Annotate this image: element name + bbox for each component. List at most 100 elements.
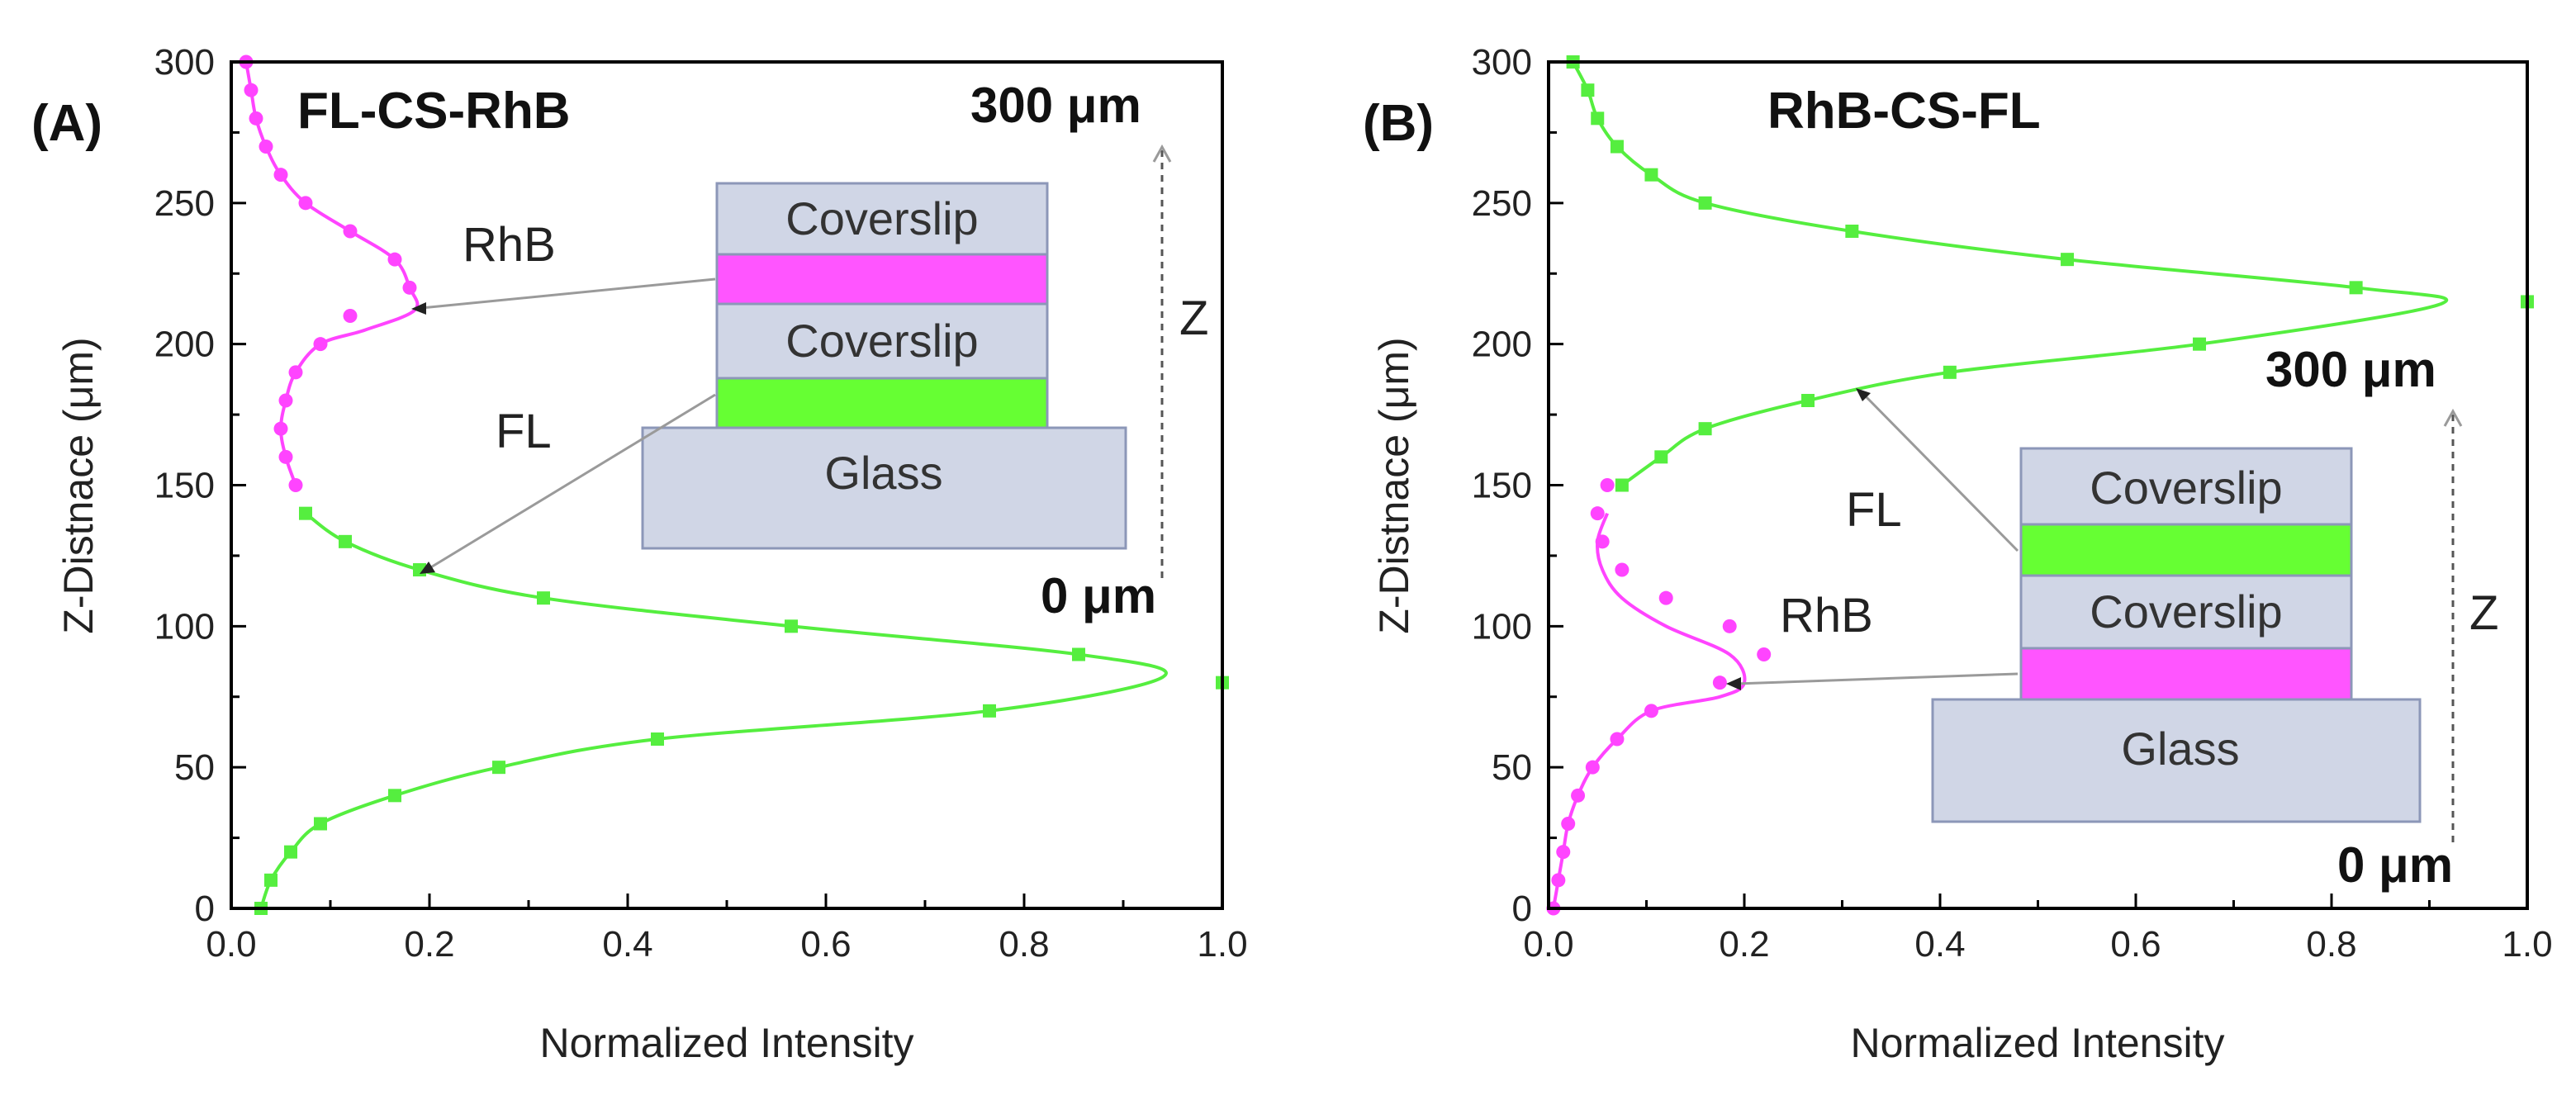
- panel-b-plot: [1546, 55, 2534, 916]
- panel-b-fl-point: [1581, 83, 1595, 97]
- panel-a-layer-coverslip-top: [715, 182, 1049, 256]
- panel-b-layer-glass: [1931, 698, 2422, 823]
- panel-a-x-tick-label: 1.0: [1197, 924, 1247, 965]
- panel-a-rhb-point: [343, 309, 358, 323]
- panel-b-fl-point: [1943, 365, 1957, 379]
- panel-b-fl-point: [2193, 337, 2207, 351]
- panel-b-y-tick-label: 50: [1492, 747, 1532, 788]
- panel-b-fl-point: [1698, 196, 1712, 210]
- panel-b-x-tick-label: 0.2: [1719, 924, 1769, 965]
- panel-a-rhb-label: RhB: [463, 218, 556, 272]
- panel-b-fl-point: [1615, 478, 1629, 492]
- panel-b-rhb-point: [1551, 873, 1566, 888]
- panel-b-fl-label: FL: [1846, 483, 1902, 537]
- panel-b: 0.0 0.2 0.4 0.6 0.8 1.0 0 50 100 150 200 250 300 Nor…: [1363, 42, 2553, 1066]
- panel-b-rhb-fit-line: [1551, 512, 1747, 909]
- panel-b-rhb-point: [1644, 704, 1658, 718]
- panel-a-title: FL-CS-RhB: [297, 83, 571, 140]
- panel-a-layer-rhb: [715, 253, 1049, 306]
- panel-b-x-axis-label: Normalized Intensity: [1851, 1020, 2225, 1066]
- panel-b-y-tick-label: 0: [1512, 889, 1532, 929]
- panel-b-y-tick-label: 200: [1472, 325, 1532, 365]
- panel-a-rhb-point: [273, 421, 288, 436]
- panel-a-z-label: Z: [1179, 292, 1208, 345]
- panel-a-rhb-point: [298, 196, 313, 211]
- panel-a-layer-coverslip-mid: [715, 302, 1049, 380]
- panel-a-ticks: 0.0 0.2 0.4 0.6 0.8 1.0 0 50 100 150 200 250 300: [154, 42, 1248, 965]
- panel-b-rhb-label: RhB: [1780, 589, 1873, 642]
- panel-b-y-tick-label: 100: [1472, 606, 1532, 647]
- panel-a-y-tick-label: 150: [154, 466, 215, 506]
- panel-b-fl-point: [1801, 394, 1815, 407]
- panel-a-rhb-point: [244, 83, 259, 97]
- panel-b-layer-glass-label: Glass: [2121, 723, 2239, 775]
- panel-b-letter: (B): [1363, 95, 1434, 152]
- panel-a-y-tick-label: 250: [154, 183, 215, 224]
- panel-b-title: RhB-CS-FL: [1767, 83, 2041, 140]
- panel-b-layer-inset: Coverslip Coverslip Glass: [1931, 447, 2422, 823]
- panel-b-x-tick-label: 0.0: [1523, 924, 1573, 965]
- panel-a-y-tick-label: 200: [154, 325, 215, 365]
- panel-a-x-axis-label: Normalized Intensity: [540, 1020, 914, 1066]
- panel-b-layer-rhb: [2019, 647, 2353, 701]
- panel-a-rhb-point: [259, 140, 273, 154]
- panel-a-layer-glass: [641, 426, 1127, 550]
- panel-a-x-tick-label: 0.0: [206, 924, 256, 965]
- panel-b-rhb-point: [1595, 534, 1610, 549]
- panel-b-fl-point: [1644, 168, 1658, 182]
- panel-a-rhb-point: [343, 224, 358, 239]
- panel-b-rhb-point: [1556, 845, 1571, 860]
- panel-b-layer-coverslip-top-label: Coverslip: [2090, 462, 2282, 514]
- panel-a-rhb-point: [313, 337, 328, 352]
- panel-b-y-tick-label: 150: [1472, 466, 1532, 506]
- panel-b-rhb-point: [1571, 788, 1586, 803]
- panel-b-ticks: 0.0 0.2 0.4 0.6 0.8 1.0 0 50 100 150 200 250 300: [1472, 42, 2553, 965]
- panel-b-fl-pointer-head: [1856, 388, 1871, 401]
- panel-a-y-tick-label: 0: [195, 889, 215, 929]
- panel-a-fl-point: [492, 761, 505, 775]
- panel-b-rhb-point: [1561, 817, 1576, 831]
- panel-b-bottom-mark: 0 μm: [2337, 837, 2453, 893]
- panel-b-rhb-point: [1610, 732, 1625, 747]
- panel-a-layer-glass-label: Glass: [824, 447, 942, 499]
- panel-a-fl-pointer: [429, 393, 716, 570]
- panel-a-layer-fl: [715, 377, 1049, 429]
- panel-a-rhb-point: [402, 280, 417, 295]
- panel-b-y-axis-label: Z-Distnace (μm): [1371, 337, 1417, 633]
- panel-a-plot: [239, 55, 1229, 915]
- panel-b-fl-point: [1845, 225, 1859, 238]
- panel-b-z-label: Z: [2469, 586, 2498, 640]
- panel-a-fl-point: [785, 619, 798, 633]
- panel-b-y-tick-label: 300: [1472, 42, 1532, 83]
- panel-a-rhb-point: [273, 168, 288, 183]
- panel-a-y-tick-label: 300: [154, 42, 215, 83]
- panel-b-fl-point: [1610, 140, 1624, 154]
- panel-a-y-axis-label: Z-Distnace (μm): [55, 337, 102, 633]
- panel-b-y-tick-label: 250: [1472, 183, 1532, 224]
- panel-a-x-tick-label: 0.8: [999, 924, 1049, 965]
- panel-b-fl-point: [1654, 450, 1668, 464]
- panel-b-layer-coverslip-mid-label: Coverslip: [2090, 585, 2282, 638]
- panel-b-rhb-point: [1585, 760, 1600, 775]
- panel-b-x-tick-label: 1.0: [2502, 924, 2552, 965]
- panel-b-fl-point: [1591, 111, 1605, 126]
- panel-b-x-tick-label: 0.4: [1914, 924, 1965, 965]
- panel-a-fl-label: FL: [496, 405, 552, 458]
- panel-b-fl-point: [1698, 422, 1712, 436]
- panel-b-fl-point: [2061, 253, 2075, 267]
- panel-a-layer-coverslip-top-label: Coverslip: [785, 192, 978, 244]
- panel-a-fl-point: [264, 873, 278, 887]
- panel-b-rhb-point: [1615, 562, 1630, 577]
- panel-b-layer-fl: [2019, 523, 2353, 577]
- panel-b-rhb-pointer-head: [1726, 677, 1741, 690]
- panel-a-rhb-point: [278, 393, 293, 408]
- panel-a-x-tick-label: 0.4: [602, 924, 652, 965]
- panel-a-rhb-point: [249, 111, 263, 126]
- panel-b-top-mark: 300 μm: [2265, 342, 2436, 397]
- panel-a-fl-point: [339, 534, 352, 548]
- panel-a-fl-point: [314, 817, 327, 831]
- panel-a-layer-inset: Coverslip Coverslip Glass: [641, 182, 1127, 550]
- panel-b-fl-pointer: [1862, 393, 2019, 552]
- panel-a-fl-point: [537, 591, 550, 605]
